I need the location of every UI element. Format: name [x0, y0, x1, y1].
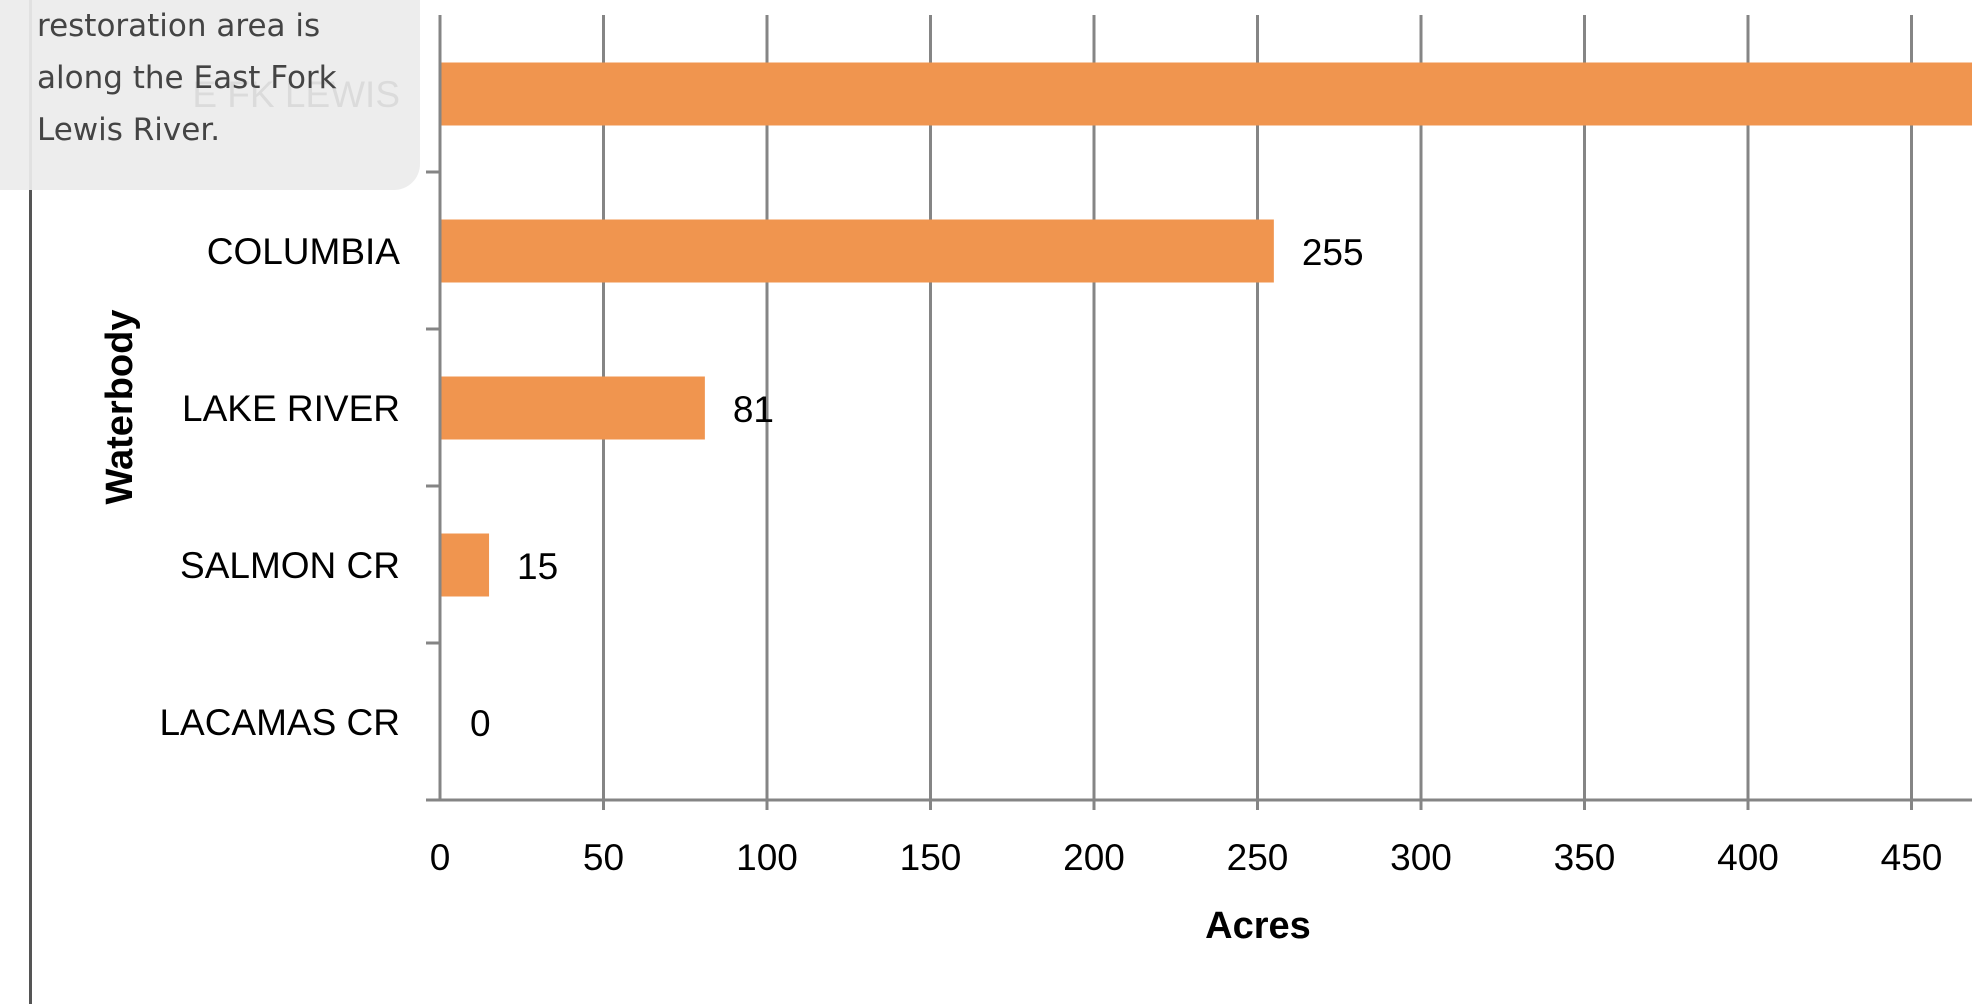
category-label: COLUMBIA — [207, 231, 401, 272]
x-tick-label: 200 — [1063, 837, 1125, 878]
callout-line-1: restoration area is — [37, 8, 321, 44]
x-tick-label: 400 — [1717, 837, 1779, 878]
page-left-rule — [29, 0, 32, 1004]
data-label: 255 — [1302, 232, 1364, 273]
x-tick-label: 100 — [736, 837, 798, 878]
x-tick-label: 0 — [430, 837, 451, 878]
info-callout: restoration area is along the East Fork … — [0, 0, 420, 190]
callout-line-2: along the East Fork — [37, 60, 337, 96]
x-tick-label: 150 — [900, 837, 962, 878]
x-tick-label: 450 — [1881, 837, 1943, 878]
bars — [440, 62, 1972, 597]
bar — [440, 219, 1274, 283]
labels: E FK LEWISCOLUMBIA255LAKE RIVER81SALMON … — [159, 74, 1942, 878]
bar — [440, 533, 490, 597]
data-label: 0 — [470, 703, 491, 744]
gridlines — [602, 15, 1913, 810]
data-label: 81 — [733, 389, 774, 430]
x-axis-title: Acres — [1205, 905, 1311, 947]
category-label: LACAMAS CR — [159, 702, 400, 743]
category-label: LAKE RIVER — [182, 388, 400, 429]
bar — [440, 62, 1972, 126]
x-tick-label: 300 — [1390, 837, 1452, 878]
x-tick-label: 350 — [1554, 837, 1616, 878]
category-label: SALMON CR — [180, 545, 400, 586]
y-axis-title: Waterbody — [99, 310, 141, 505]
data-label: 15 — [517, 546, 558, 587]
callout-line-3: Lewis River. — [37, 112, 221, 148]
axes — [426, 15, 1972, 802]
x-tick-label: 50 — [583, 837, 624, 878]
x-tick-label: 250 — [1227, 837, 1289, 878]
bar — [440, 376, 705, 440]
